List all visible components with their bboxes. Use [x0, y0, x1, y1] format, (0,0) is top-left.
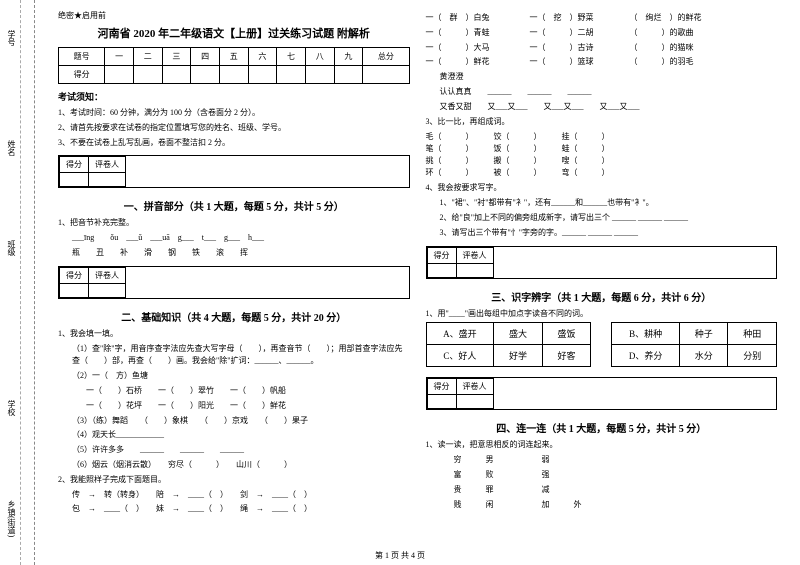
confidential-label: 绝密★启用前 [58, 10, 410, 21]
q-sub: 2、给"良"加上不同的偏旁组成新字，请写出三个 ______ ______ __… [426, 212, 778, 225]
fill-row: 一（ ）青蛙 一（ ）二胡 （ ）的歌曲 [426, 27, 778, 40]
q-text: 2、我能照样子完成下面题目。 [58, 474, 410, 487]
q-sub: （2）一（ 方）鱼塘 [58, 370, 410, 383]
section3-title: 三、识字辨字（共 1 大题，每题 6 分，共计 6 分） [426, 289, 778, 304]
pair-row: 富 败 强 [426, 469, 778, 482]
q-sub: 3、请写出三个带有"忄"字旁的字。______ ______ ______ [426, 227, 778, 240]
q-row: （6）烟云（烟消云散） 穷尽（ ） 山川（ ） [58, 459, 410, 472]
q-row: 一（ ）石桥 一（ ）翠竹 一（ ）帆船 [58, 385, 410, 398]
fill-row: 一（ 群 ）白兔 一（ 挖 ）野菜 （ 绚烂 ）的鲜花 [426, 12, 778, 25]
section2-title: 二、基础知识（共 4 大题，每题 5 分，共计 20 分） [58, 309, 410, 324]
chars-line: 瓶 丑 补 滑 钢 铁 滚 挥 [58, 247, 410, 260]
q-row: 一（ ）花坪 一（ ）阳光 一（ ）鲜花 [58, 400, 410, 413]
binding-margin: 学号 姓名 班级 学校 乡镇(街道) [0, 0, 35, 565]
q-sub: （1）查"除"字，用音序查字法应先查大写字母（ ），再查音节（ ）；用部首查字法… [58, 343, 410, 369]
exam-title: 河南省 2020 年二年级语文【上册】过关练习试题 附解析 [58, 25, 410, 41]
table-header-row: 题号 一 二 三 四 五 六 七 八 九 总分 [59, 48, 410, 66]
q-text: 1、读一读，把意思相反的词连起来。 [426, 439, 778, 452]
score-summary-table: 题号 一 二 三 四 五 六 七 八 九 总分 得分 [58, 47, 410, 84]
notice-item: 3、不要在试卷上乱写乱画，卷面不整洁扣 2 分。 [58, 137, 410, 150]
label-school: 学校 [6, 400, 17, 416]
q-text: 1、我会填一填。 [58, 328, 410, 341]
section-score-box: 得分评卷人 [426, 377, 778, 410]
pair-row: 贵 罪 减 [426, 484, 778, 497]
label-town: 乡镇(街道) [6, 500, 17, 537]
label-class: 班级 [6, 240, 17, 256]
notice-item: 2、请首先按要求在试卷的指定位置填写您的姓名、班级、学号。 [58, 122, 410, 135]
q-row: （5）许许多多 ______ ______ ______ [58, 444, 410, 457]
page-footer: 第 1 页 共 4 页 [0, 550, 800, 561]
label-name: 姓名 [6, 140, 17, 156]
q-sub: 1、"裙"、"衬"都带有"衤"，还有______和______也带有"衤"。 [426, 197, 778, 210]
right-column: 一（ 群 ）白兔 一（ 挖 ）野菜 （ 绚烂 ）的鲜花 一（ ）青蛙 一（ ）二… [418, 10, 786, 555]
q-text: 3、比一比，再组成词。 [426, 116, 778, 129]
fill-row: 一（ ）大马 一（ ）古诗 （ ）的猫咪 [426, 42, 778, 55]
section-score-box: 得分评卷人 [58, 155, 410, 188]
pair-row: 穷 男 弱 [426, 454, 778, 467]
brace-compare: 毛（ ） 笔（ ） 挑（ ） 环（ ） 饺（ ） 饭（ ） 搬（ ） 被（ ） … [426, 131, 778, 179]
fill-row: 一（ ）鲜花 一（ ）篮球 （ ）的羽毛 [426, 56, 778, 69]
seal-line [20, 0, 21, 565]
fill-row: 黄澄澄 [426, 71, 778, 84]
left-column: 绝密★启用前 河南省 2020 年二年级语文【上册】过关练习试题 附解析 题号 … [50, 10, 418, 555]
pair-row: 贱 闲 加 外 [426, 499, 778, 512]
q-row: （3）（练）舞蹈 （ ）象棋 （ ）京戏 （ ）果子 [58, 415, 410, 428]
section1-title: 一、拼音部分（共 1 大题，每题 5 分，共计 5 分） [58, 198, 410, 213]
q-text: 1、用"____"画出每组中加点字读音不同的词。 [426, 308, 778, 321]
page-content: 绝密★启用前 河南省 2020 年二年级语文【上册】过关练习试题 附解析 题号 … [35, 0, 800, 565]
table-score-row: 得分 [59, 66, 410, 84]
fill-row: 又香又甜 又___又___ 又___又___ 又___又___ [426, 101, 778, 114]
identify-table: A、盛开 盛大 盛饭 B、耕种 种子 种田 C、好人 好学 好客 D、养分 水分… [426, 322, 778, 367]
q-text: 4、我会按要求写字。 [426, 182, 778, 195]
q-sub: 包 → ____（ ） 妹 → ____（ ） 绳 → ____（ ） [58, 503, 410, 516]
section4-title: 四、连一连（共 1 大题，每题 5 分，共计 5 分） [426, 420, 778, 435]
notice-title: 考试须知： [58, 90, 410, 103]
q-row: （4）观天长____________ [58, 429, 410, 442]
q-sub: 传 → 转（转身） 陪 → ____（ ） 剑 → ____（ ） [58, 489, 410, 502]
label-student-id: 学号 [6, 30, 17, 46]
notice-item: 1、考试时间：60 分钟，满分为 100 分（含卷面分 2 分）。 [58, 107, 410, 120]
q1-text: 1、把音节补充完整。 [58, 217, 410, 230]
section-score-box: 得分评卷人 [58, 266, 410, 299]
section-score-box: 得分评卷人 [426, 246, 778, 279]
pinyin-line: ___īng ǒu ___ǔ ___uā g___ t___ g___ h___ [58, 232, 410, 245]
fill-row: 认认真真 ______ ______ ______ [426, 86, 778, 99]
